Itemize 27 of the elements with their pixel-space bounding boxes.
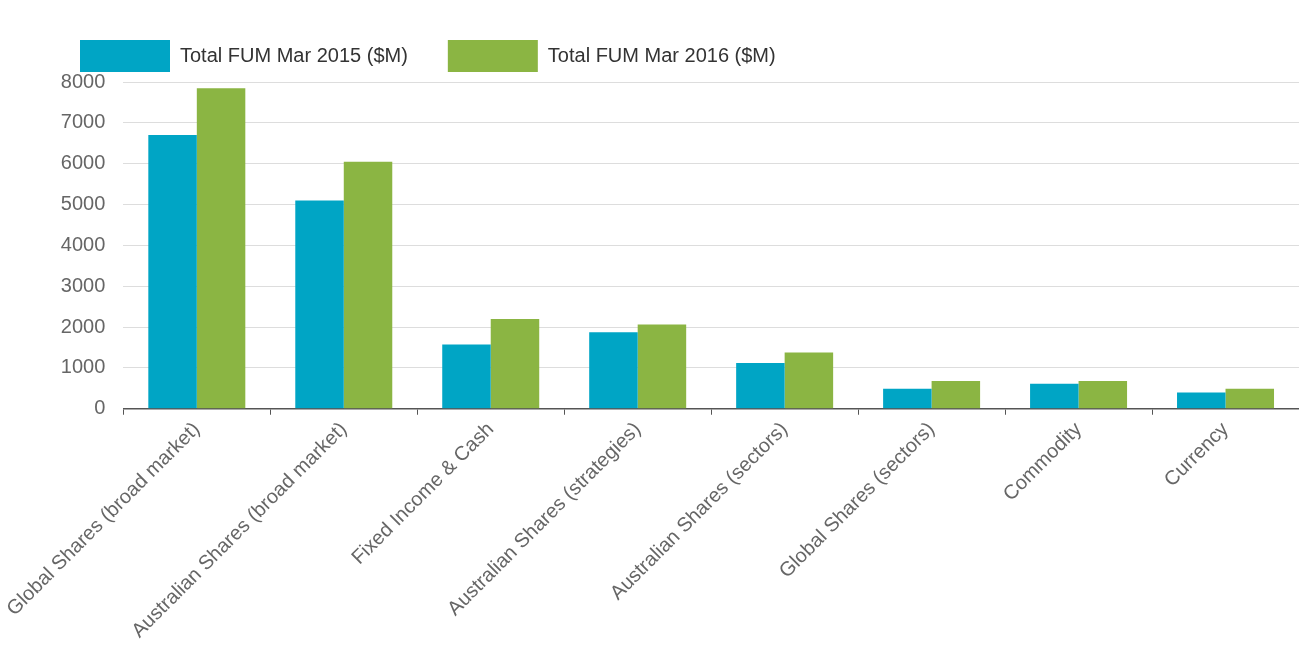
bar [490, 318, 540, 409]
bar [784, 352, 834, 409]
legend-label: Total FUM Mar 2015 ($M) [180, 43, 408, 66]
y-tick-label: 4000 [60, 232, 106, 255]
y-tick-label: 2000 [60, 314, 106, 337]
y-tick-label: 0 [94, 396, 106, 419]
bar [589, 332, 638, 409]
bar [442, 344, 491, 409]
bar [1078, 380, 1128, 409]
y-tick-label: 5000 [60, 192, 106, 215]
bar [196, 88, 246, 409]
legend-label: Total FUM Mar 2016 ($M) [547, 43, 776, 66]
y-tick-label: 7000 [60, 110, 106, 133]
bar [1030, 383, 1079, 409]
bar [883, 388, 932, 409]
bar [1225, 388, 1275, 409]
bar [1177, 392, 1226, 409]
y-tick-label: 3000 [60, 273, 106, 296]
bar [736, 362, 785, 409]
bar [343, 161, 393, 409]
bar [931, 380, 981, 409]
bar [295, 200, 344, 409]
bar [148, 135, 197, 409]
y-tick-label: 6000 [60, 151, 106, 174]
bar [637, 324, 687, 409]
y-tick-label: 1000 [60, 355, 106, 378]
y-tick-label: 8000 [60, 69, 106, 92]
